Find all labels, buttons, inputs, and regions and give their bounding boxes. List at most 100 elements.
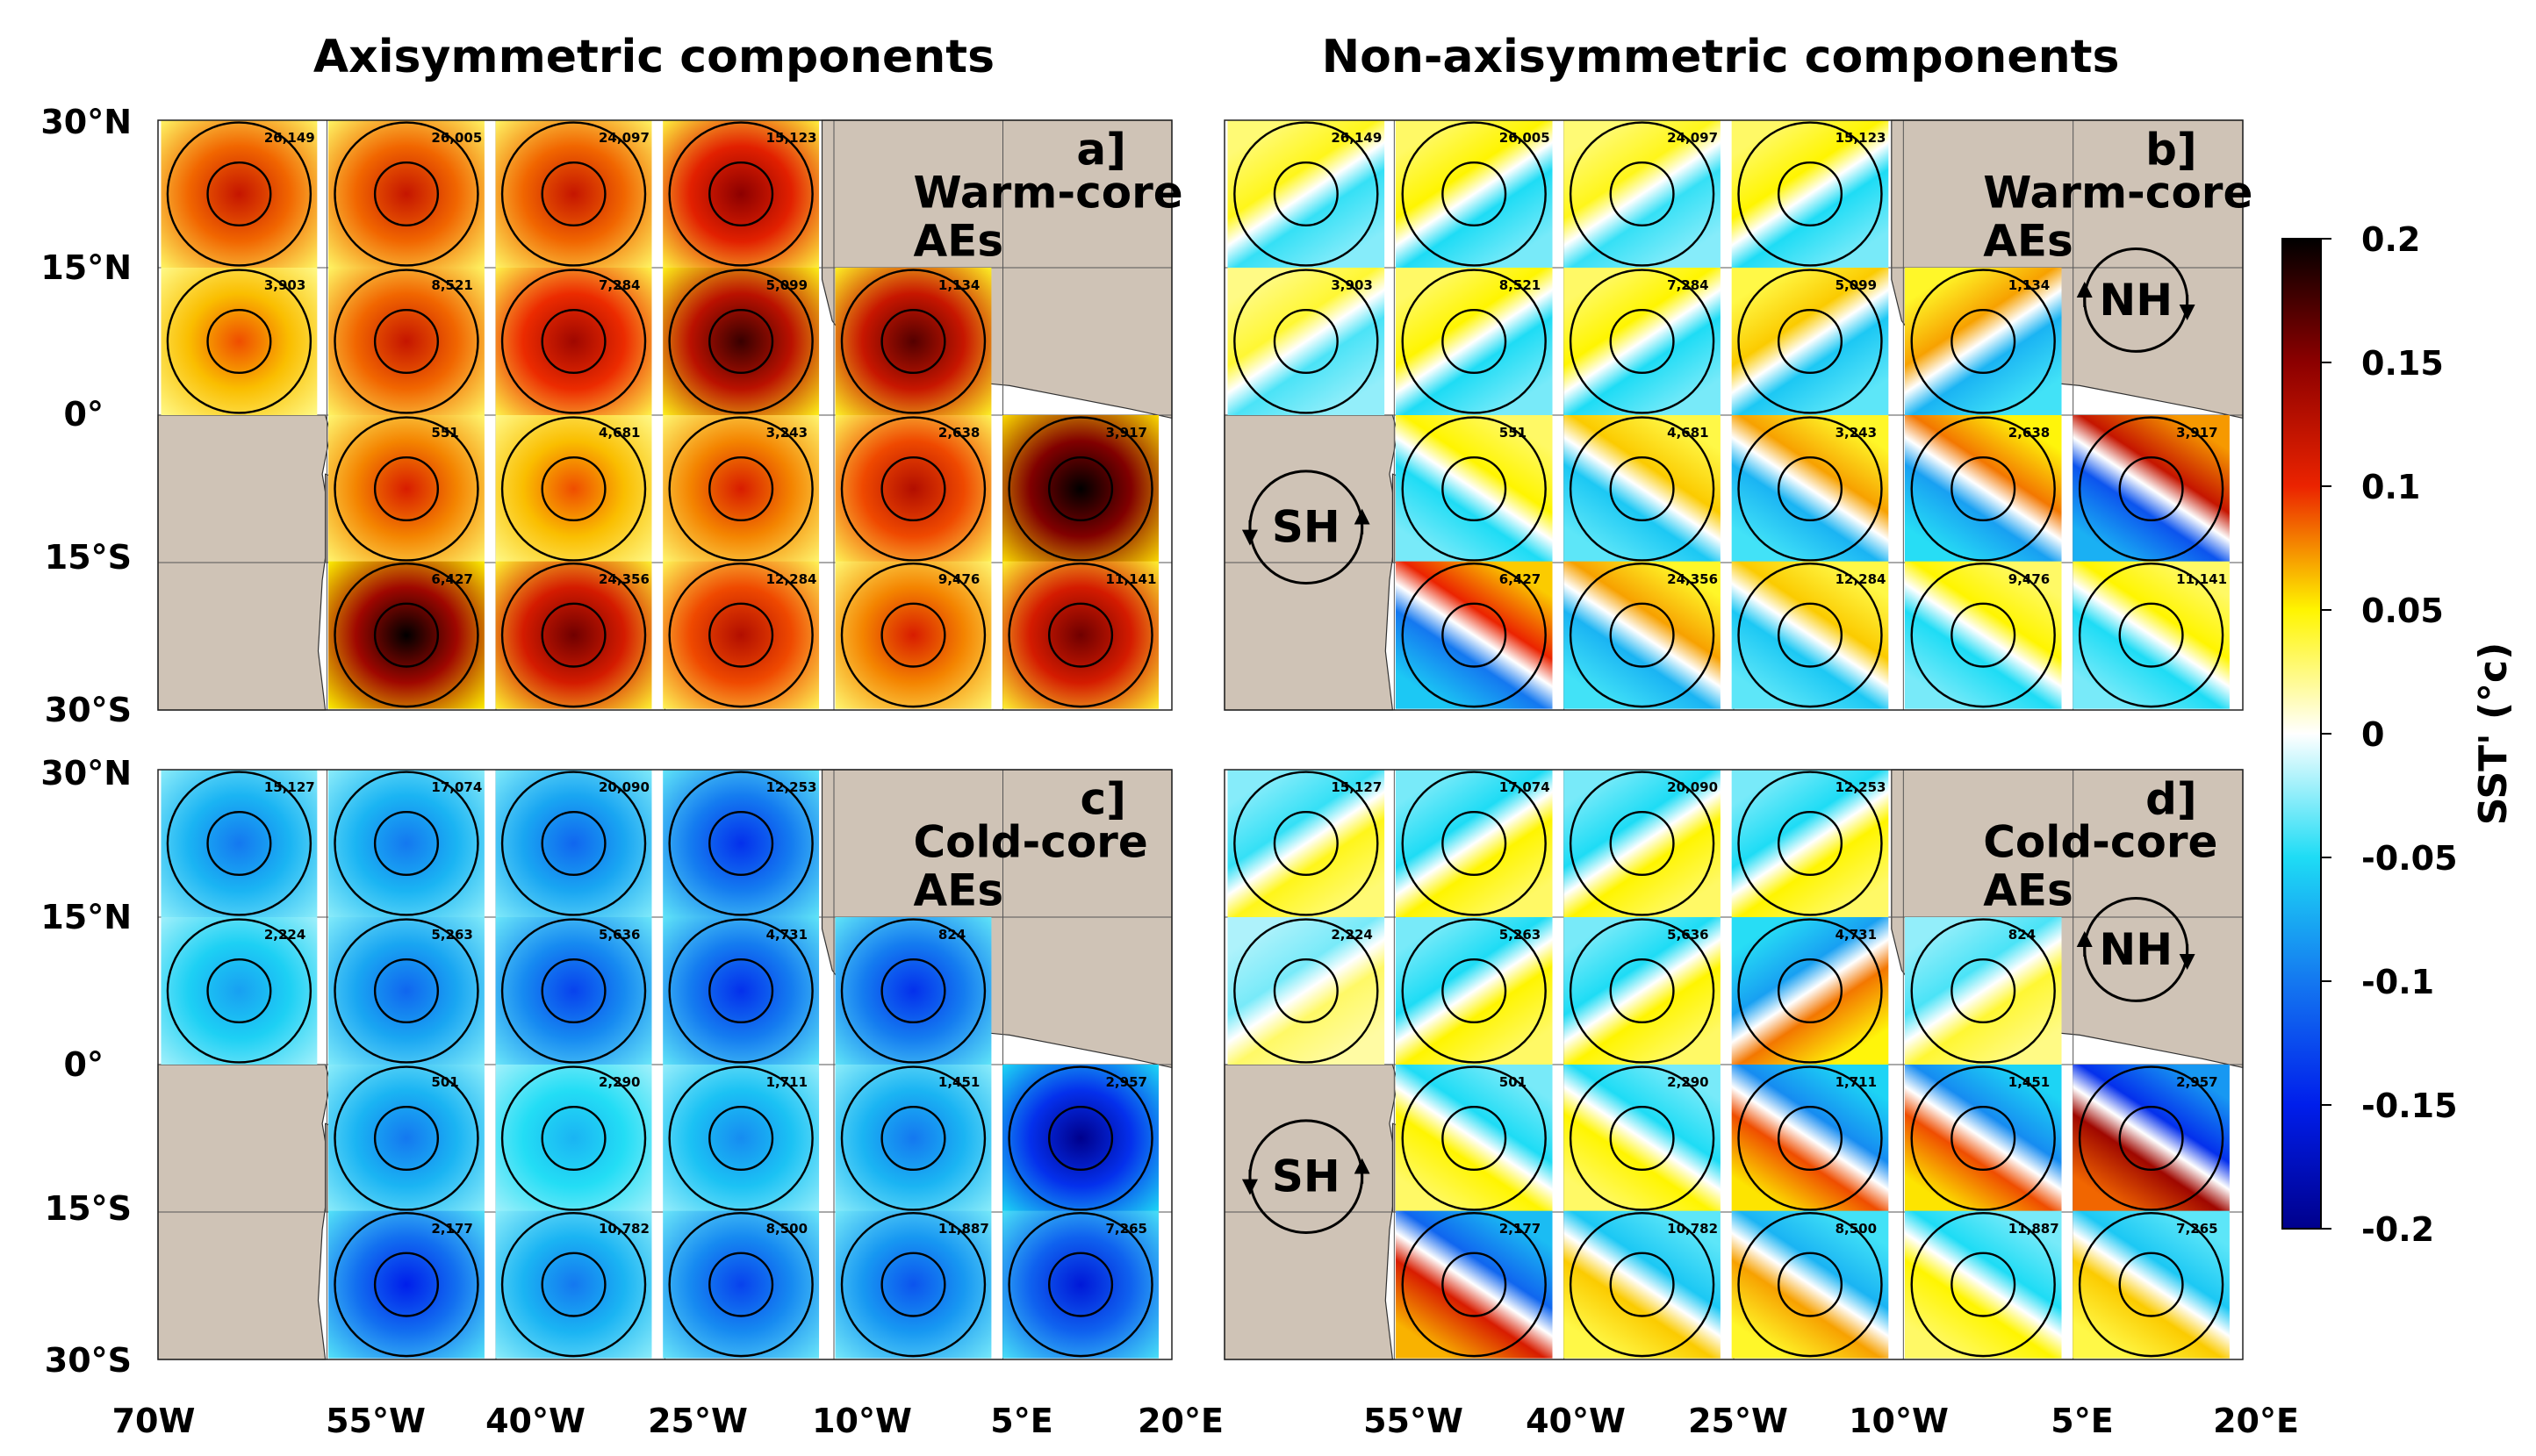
eddy-inner-ring xyxy=(2118,1252,2184,1317)
eddy-inner-ring xyxy=(1950,1105,2016,1172)
composite-tile: 2,638 xyxy=(835,415,992,563)
panel-label-line: Cold-core xyxy=(913,816,1147,867)
sample-count: 15,123 xyxy=(766,130,817,146)
panel-frame xyxy=(1224,769,2244,1360)
eddy-inner-ring xyxy=(708,958,774,1024)
eddy-outer-ring xyxy=(166,121,313,267)
eddy-inner-ring xyxy=(206,308,272,375)
eddy-outer-ring xyxy=(1401,269,1547,414)
colorbar: 0.2 0.15 0.1 0.05 0 -0.05 -0.1 -0.15 -0.2 SST' (… xyxy=(2281,220,2516,1249)
eddy-outer-ring xyxy=(1233,121,1379,267)
composite-tile: 2,290 xyxy=(495,1065,652,1212)
eddy-outer-ring xyxy=(166,771,313,916)
panel-tag: d] xyxy=(2145,773,2197,824)
eddy-outer-ring xyxy=(334,416,479,562)
eddy-outer-ring xyxy=(2078,562,2224,708)
eddy-outer-ring xyxy=(1401,1065,1547,1211)
eddy-inner-ring xyxy=(708,1105,774,1172)
composite-tile: 2,177 xyxy=(1395,1210,1553,1359)
eddy-outer-ring xyxy=(1569,1065,1715,1211)
eddy-inner-ring xyxy=(1441,308,1507,375)
composite-tile: 6,427 xyxy=(1395,561,1553,709)
panel-d-cold-core-non-axisymmetric: 15,127 17,074 20,090 12,253 2,224 5,263 5,636 4… xyxy=(1224,769,2244,1360)
composite-tile: 1,451 xyxy=(1904,1065,2062,1212)
eddy-inner-ring xyxy=(708,602,774,668)
composite-tile: 501 xyxy=(328,1065,485,1212)
composite-tile: 551 xyxy=(328,415,485,563)
eddy-outer-ring xyxy=(1569,771,1715,916)
eddy-outer-ring xyxy=(1910,1065,2056,1211)
eddy-outer-ring xyxy=(1737,121,1883,267)
lon-tick: 55°W xyxy=(1363,1402,1463,1440)
sample-count: 6,427 xyxy=(1499,571,1541,587)
eddy-inner-ring xyxy=(1441,161,1507,227)
eddy-inner-ring xyxy=(1273,958,1339,1024)
sample-count: 11,141 xyxy=(1106,571,1157,587)
composite-tile: 1,711 xyxy=(1731,1065,1889,1212)
lon-tick: 40°W xyxy=(485,1402,586,1440)
panel-tag: c] xyxy=(1081,773,1127,824)
eddy-outer-ring xyxy=(668,562,814,708)
composite-tile: 8,521 xyxy=(328,268,485,415)
eddy-inner-ring xyxy=(541,455,607,522)
sample-count: 15,123 xyxy=(1836,130,1886,146)
eddy-outer-ring xyxy=(1569,121,1715,267)
nh-rotation-indicator: NH xyxy=(2076,896,2195,1002)
sample-count: 3,243 xyxy=(1836,425,1877,441)
eddy-inner-ring xyxy=(1441,1105,1507,1172)
eddy-outer-ring xyxy=(334,269,479,414)
eddy-outer-ring xyxy=(1233,918,1379,1064)
colorbar-tick-label: -0.2 xyxy=(2361,1210,2434,1249)
composite-tile: 7,265 xyxy=(2073,1210,2230,1359)
eddy-inner-ring xyxy=(2118,455,2184,522)
sh-label: SH xyxy=(1272,502,1340,553)
panel-label-line: Cold-core xyxy=(1983,816,2217,867)
composite-tile: 17,074 xyxy=(1395,770,1553,917)
eddy-outer-ring xyxy=(1737,771,1883,916)
eddy-inner-ring xyxy=(1609,810,1675,877)
eddy-outer-ring xyxy=(1569,562,1715,708)
composite-tile: 2,290 xyxy=(1563,1065,1721,1212)
eddy-inner-ring xyxy=(708,455,774,522)
composite-tile: 4,681 xyxy=(1563,415,1721,563)
lat-tick: 0° xyxy=(64,1045,104,1084)
eddy-inner-ring xyxy=(373,161,440,227)
lat-tick: 15°N xyxy=(40,248,132,287)
colorbar-tick-label: 0 xyxy=(2361,715,2384,754)
eddy-outer-ring xyxy=(1569,269,1715,414)
colorbar-tick-label: 0.1 xyxy=(2361,468,2420,506)
composite-tile: 10,782 xyxy=(495,1210,652,1359)
eddy-inner-ring xyxy=(373,1252,440,1317)
eddy-outer-ring xyxy=(1401,416,1547,562)
sample-count: 12,284 xyxy=(1836,571,1886,587)
eddy-inner-ring xyxy=(541,602,607,668)
colorbar-tick-label: 0.2 xyxy=(2361,220,2420,259)
composite-tile: 26,149 xyxy=(1227,120,1385,268)
composite-tile: 2,224 xyxy=(161,917,318,1065)
sample-count: 20,090 xyxy=(1667,779,1718,795)
sample-count: 24,356 xyxy=(599,571,650,587)
composite-tile: 26,005 xyxy=(328,120,485,268)
eddy-outer-ring xyxy=(500,771,647,916)
sample-count: 2,638 xyxy=(2008,425,2050,441)
eddy-outer-ring xyxy=(668,1211,814,1358)
eddy-outer-ring xyxy=(840,269,987,414)
eddy-outer-ring xyxy=(1233,771,1379,916)
eddy-outer-ring xyxy=(1737,1211,1883,1358)
composite-tiles: 15,127 17,074 20,090 12,253 2,224 5,263 5,636 4… xyxy=(161,770,1159,1359)
sample-count: 15,127 xyxy=(264,779,315,795)
sample-count: 12,253 xyxy=(766,779,817,795)
eddy-inner-ring xyxy=(1047,602,1114,668)
eddy-inner-ring xyxy=(1777,1252,1843,1317)
eddy-inner-ring xyxy=(206,810,272,877)
eddy-outer-ring xyxy=(1737,918,1883,1064)
lon-tick: 20°E xyxy=(1138,1402,1224,1440)
nh-label: NH xyxy=(2099,924,2173,975)
sample-count: 10,782 xyxy=(1667,1221,1718,1237)
sample-count: 11,887 xyxy=(2008,1221,2059,1237)
eddy-inner-ring xyxy=(373,308,440,375)
composite-tile: 1,451 xyxy=(835,1065,992,1212)
composite-tile: 15,123 xyxy=(1731,120,1889,268)
eddy-outer-ring xyxy=(1737,562,1883,708)
nh-label: NH xyxy=(2099,275,2173,326)
